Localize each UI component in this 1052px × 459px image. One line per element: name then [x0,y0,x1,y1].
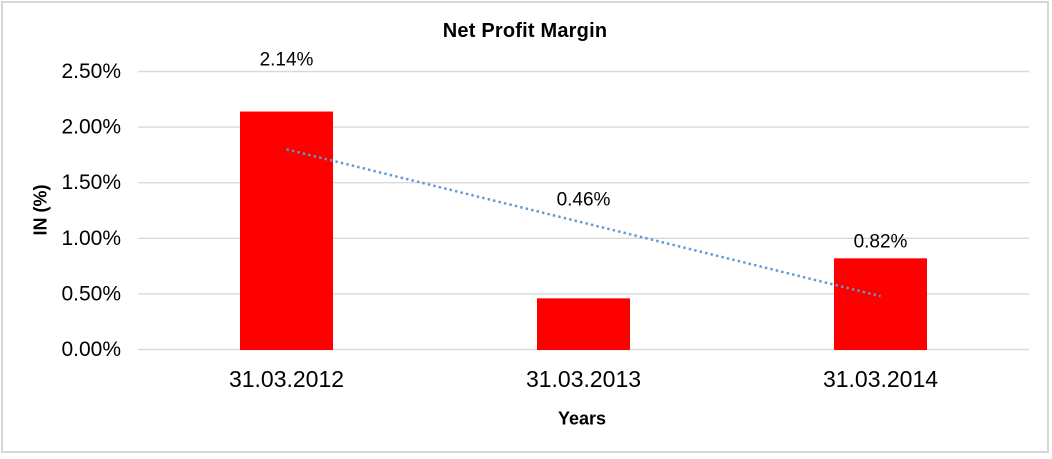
y-tick-label: 2.50% [61,60,121,83]
bar [834,258,927,350]
x-axis-title: Years [557,408,607,429]
data-label: 2.14% [260,50,314,71]
y-tick-label: 1.00% [61,227,121,250]
bar [537,298,630,350]
bar [240,111,333,350]
x-tick-label: 31.03.2012 [229,366,344,392]
chart-title: Net Profit Margin [442,20,608,42]
y-tick-label: 2.00% [61,116,121,139]
x-tick-label: 31.03.2013 [526,366,641,392]
x-tick-label: 31.03.2014 [823,366,938,392]
y-tick-label: 0.00% [61,338,121,361]
y-tick-label: 1.50% [61,171,121,194]
data-label: 0.46% [557,190,611,211]
y-tick-label: 0.50% [61,282,121,305]
trendline [286,148,881,298]
data-label: 0.82% [854,232,908,253]
